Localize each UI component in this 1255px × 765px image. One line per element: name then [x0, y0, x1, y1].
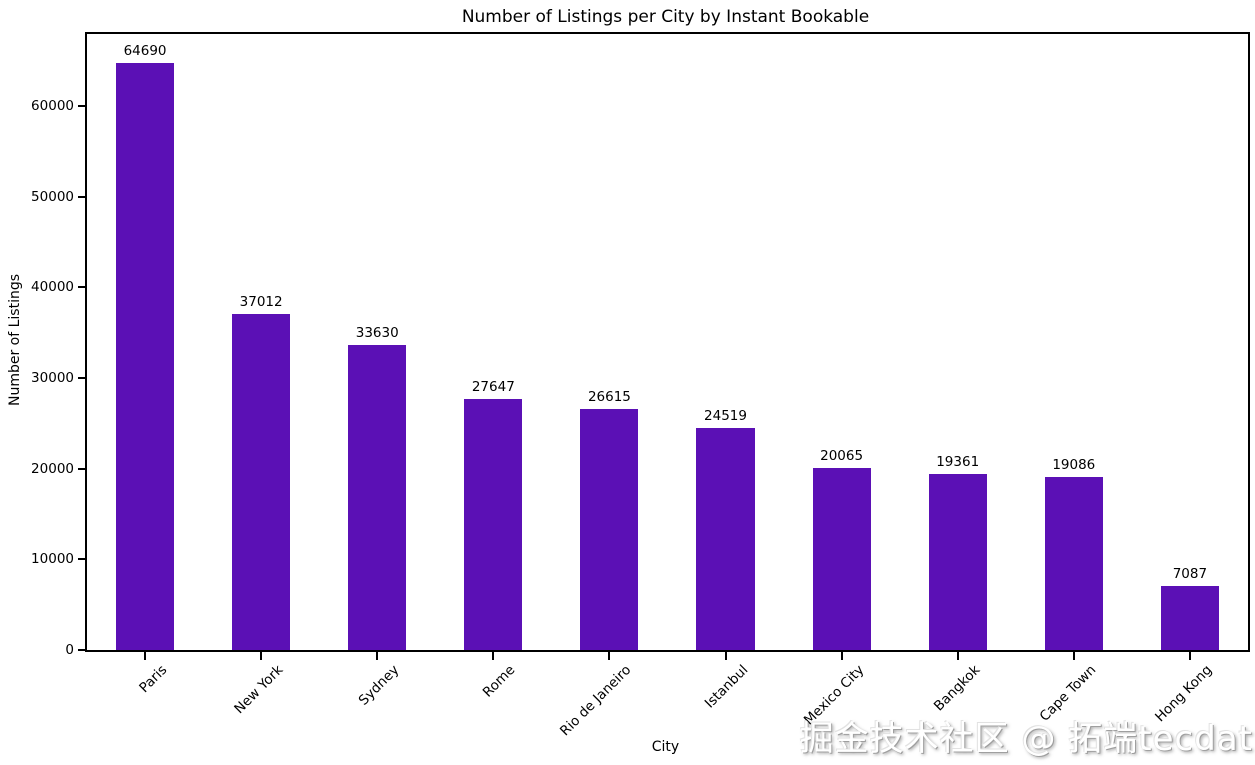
category-slot-paris: 64690 Paris	[87, 34, 203, 696]
y-tick-label: 40000	[31, 279, 74, 296]
bar-new-york	[232, 314, 291, 650]
x-tick-label-sydney: Sydney	[355, 662, 403, 709]
bars-container: 64690 Paris 37012 New York 33630 Sydney 27647 R…	[87, 34, 1248, 739]
category-slot-cape-town: 19086 Cape Town	[1016, 34, 1132, 725]
x-tick-mark	[1072, 652, 1075, 660]
bar-bangkok	[928, 474, 987, 650]
bar-value-label: 26615	[587, 388, 631, 405]
x-tick-label-bangkok: Bangkok	[930, 662, 984, 715]
y-tick-label: 50000	[31, 188, 74, 205]
bar-hong-kong	[1160, 585, 1219, 650]
y-tick-mark	[78, 467, 85, 470]
bar-mexico-city	[812, 468, 871, 650]
y-tick-label: 10000	[31, 551, 74, 568]
category-slot-sydney: 33630 Sydney	[319, 34, 435, 709]
y-axis-label: Number of Listings	[7, 273, 23, 407]
bar-istanbul	[696, 427, 755, 650]
x-tick-label-paris: Paris	[136, 662, 171, 697]
x-tick-label-new-york: New York	[231, 662, 287, 718]
bar-value-label: 27647	[471, 379, 515, 396]
x-tick-mark	[1188, 652, 1191, 660]
bar-value-label: 19086	[1052, 456, 1096, 473]
x-tick-mark	[144, 652, 147, 660]
bar-value-label: 37012	[239, 294, 283, 311]
bar-value-label: 7087	[1172, 565, 1208, 582]
x-tick-mark	[492, 652, 495, 660]
plot-area: 0 10000 20000 30000 40000 50000 60000 64690 Par…	[31, 32, 1250, 739]
bar-value-label: 20065	[820, 448, 864, 465]
x-tick-mark	[608, 652, 611, 660]
y-tick-mark	[78, 558, 85, 561]
x-tick-label-istanbul: Istanbul	[701, 662, 751, 712]
category-slot-istanbul: 24519 Istanbul	[667, 34, 783, 712]
category-slot-hong-kong: 7087 Hong Kong	[1132, 34, 1248, 725]
bar-value-label: 24519	[704, 407, 747, 424]
y-tick-mark	[78, 104, 85, 107]
category-slot-bangkok: 19361 Bangkok	[900, 34, 1016, 714]
bar-paris	[116, 63, 175, 650]
bar-sydney	[348, 345, 407, 650]
x-tick-mark	[376, 652, 379, 660]
x-tick-label-rome: Rome	[480, 662, 519, 701]
x-tick-label-rio-de-janeiro: Rio de Janeiro	[557, 662, 635, 740]
bar-value-label: 33630	[355, 325, 399, 342]
y-tick-mark	[78, 195, 85, 198]
x-tick-mark	[260, 652, 263, 660]
y-tick-mark	[78, 376, 85, 379]
bar-value-label: 19361	[936, 454, 980, 471]
y-tick-mark	[78, 286, 85, 289]
category-slot-mexico-city: 20065 Mexico City	[784, 34, 900, 728]
y-tick-mark	[78, 649, 85, 651]
chart-title: Number of Listings per City by Instant B…	[461, 7, 870, 27]
y-tick-label: 60000	[31, 97, 74, 114]
category-slot-rome: 27647 Rome	[435, 34, 551, 701]
bar-cape-town	[1044, 476, 1103, 650]
bar-rome	[464, 399, 523, 650]
y-tick-label: 20000	[31, 460, 74, 477]
x-tick-mark	[956, 652, 959, 660]
x-tick-label-hong-kong: Hong Kong	[1151, 662, 1216, 726]
watermark: 掘金技术社区 @ 拓端tecdat	[799, 719, 1253, 760]
x-tick-label-cape-town: Cape Town	[1036, 662, 1100, 725]
x-axis-label: City	[651, 739, 680, 755]
bar-rio-de-janeiro	[580, 408, 639, 650]
category-slot-rio-de-janeiro: 26615 Rio de Janeiro	[551, 34, 667, 739]
category-slot-new-york: 37012 New York	[203, 34, 319, 717]
y-tick-label: 30000	[31, 369, 74, 386]
bar-value-label: 64690	[123, 43, 167, 60]
x-tick-mark	[840, 652, 843, 660]
x-tick-mark	[724, 652, 727, 660]
y-tick-label: 0	[65, 642, 74, 658]
